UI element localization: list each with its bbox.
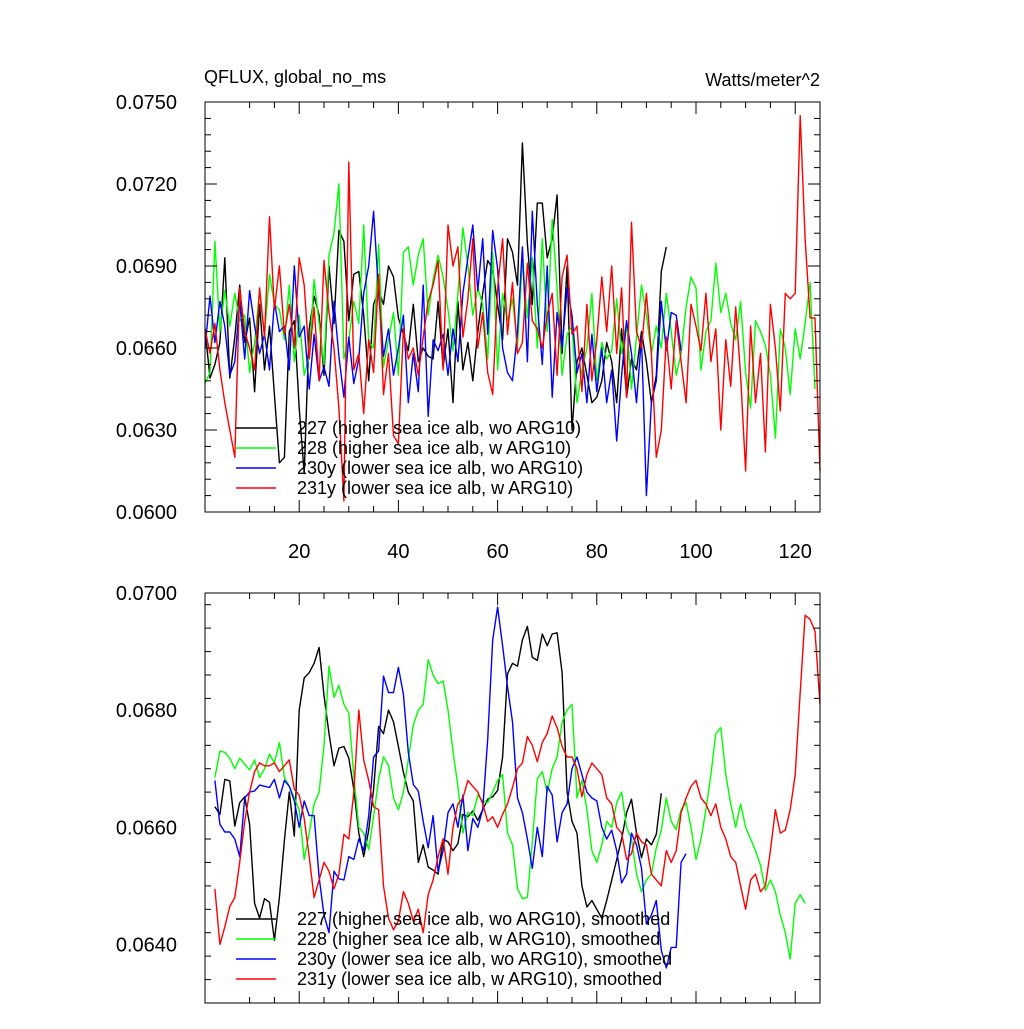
legend-label-231y: 231y (lower sea ice alb, w ARG10) — [297, 478, 573, 498]
legend-label-228: 228 (higher sea ice alb, w ARG10), smoot… — [297, 929, 660, 949]
legend-label-230y: 230y (lower sea ice alb, wo ARG10) — [297, 458, 583, 478]
y-tick-label: 0.0660 — [116, 817, 177, 839]
x-tick-label: 40 — [387, 541, 409, 563]
x-tick-label: 80 — [586, 541, 608, 563]
chart-title: QFLUX, global_no_ms — [204, 67, 386, 88]
y-tick-label: 0.0750 — [116, 92, 177, 114]
plot-frame — [204, 101, 821, 513]
legend-label-227: 227 (higher sea ice alb, wo ARG10), smoo… — [297, 909, 670, 929]
y-tick-label: 0.0660 — [116, 338, 177, 360]
legend-label-230y: 230y (lower sea ice alb, wo ARG10), smoo… — [297, 949, 672, 969]
y-tick-label: 0.0640 — [116, 934, 177, 956]
top-panel: 0.0600 0.0630 0.0660 0.0690 0.0720 0.0750 20 40… — [116, 92, 821, 563]
y-tick-label: 0.0720 — [116, 174, 177, 196]
legend-label-228: 228 (higher sea ice alb, w ARG10) — [297, 438, 571, 458]
x-tick-label: 120 — [779, 541, 812, 563]
x-tick-label: 20 — [288, 541, 310, 563]
y-tick-label: 0.0690 — [116, 256, 177, 278]
x-tick-label: 100 — [679, 541, 712, 563]
x-tick-label: 60 — [486, 541, 508, 563]
y-tick-label: 0.0630 — [116, 420, 177, 442]
legend-label-227: 227 (higher sea ice alb, wo ARG10) — [297, 418, 581, 438]
bottom-panel: 0.0640 0.0660 0.0680 0.0700 227 (higher sea … — [116, 583, 821, 1004]
series-line-227 — [204, 142, 667, 475]
series-line-230y — [214, 606, 687, 969]
legend-label-231y: 231y (lower sea ice alb, w ARG10), smoot… — [297, 969, 662, 989]
series-line-228 — [214, 659, 806, 960]
series-line-231y — [214, 614, 821, 946]
y-tick-label: 0.0680 — [116, 700, 177, 722]
series-line-227 — [214, 625, 662, 941]
y-tick-label: 0.0700 — [116, 583, 177, 605]
plot-frame — [204, 592, 821, 1004]
units-label: Watts/meter^2 — [705, 70, 820, 90]
series-line-231y — [204, 114, 821, 502]
y-tick-label: 0.0600 — [116, 502, 177, 524]
